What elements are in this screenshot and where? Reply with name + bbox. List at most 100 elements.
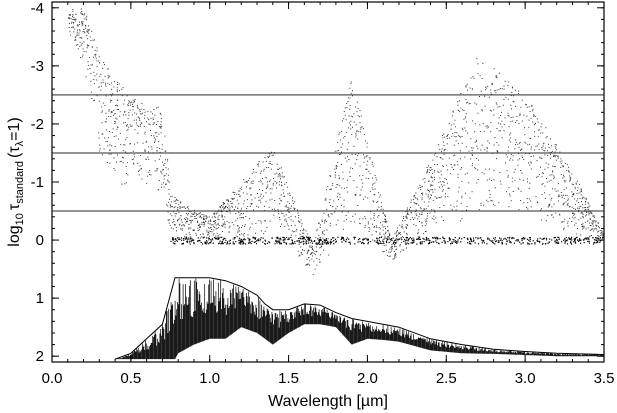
scatter-point — [109, 150, 111, 152]
scatter-point — [483, 240, 485, 242]
scatter-point — [520, 200, 522, 201]
scatter-point — [323, 222, 325, 224]
scatter-point — [581, 211, 583, 213]
scatter-point — [506, 240, 508, 242]
scatter-point — [107, 145, 109, 147]
scatter-point — [179, 238, 181, 240]
scatter-point — [191, 216, 193, 218]
scatter-point — [598, 226, 599, 228]
scatter-point — [288, 211, 290, 213]
scatter-point — [210, 226, 212, 228]
scatter-point — [218, 219, 220, 221]
scatter-point — [102, 67, 104, 69]
scatter-point — [601, 233, 603, 235]
scatter-point — [233, 194, 235, 195]
scatter-point — [567, 202, 569, 204]
scatter-point — [536, 176, 538, 178]
scatter-point — [199, 240, 201, 242]
scatter-point — [219, 234, 221, 236]
scatter-point — [453, 164, 455, 166]
scatter-point — [200, 241, 202, 243]
scatter-point — [89, 57, 91, 59]
scatter-point — [307, 233, 309, 235]
scatter-point — [376, 179, 378, 181]
scatter-point — [189, 234, 191, 236]
scatter-point — [146, 183, 148, 185]
scatter-point — [379, 241, 381, 243]
scatter-point — [394, 242, 396, 244]
scatter-point — [69, 14, 71, 16]
scatter-point — [578, 183, 580, 185]
scatter-point — [426, 217, 428, 219]
scatter-point — [356, 159, 358, 161]
scatter-point — [196, 214, 198, 215]
scatter-point — [237, 231, 239, 233]
scatter-point — [541, 172, 543, 174]
scatter-point — [577, 239, 579, 241]
scatter-point — [248, 242, 250, 244]
scatter-point — [350, 167, 352, 169]
scatter-point — [580, 217, 582, 219]
scatter-point — [249, 177, 251, 179]
scatter-point — [296, 240, 298, 242]
scatter-point — [336, 165, 338, 167]
scatter-point — [561, 196, 563, 198]
scatter-point — [198, 216, 200, 218]
scatter-point — [572, 213, 573, 214]
scatter-point — [167, 219, 169, 221]
scatter-point — [421, 211, 423, 213]
scatter-point — [218, 209, 220, 211]
scatter-point — [510, 157, 512, 159]
scatter-point — [326, 229, 328, 231]
scatter-point — [269, 160, 271, 162]
scatter-point — [544, 168, 546, 170]
scatter-point — [352, 126, 353, 128]
scatter-point — [193, 229, 195, 231]
scatter-point — [113, 157, 115, 159]
scatter-point — [372, 183, 374, 185]
scatter-point — [473, 240, 475, 242]
scatter-point — [448, 187, 450, 189]
scatter-point — [471, 154, 473, 156]
scatter-point — [158, 141, 160, 143]
scatter-point — [222, 223, 224, 225]
scatter-point — [147, 175, 149, 177]
scatter-point — [551, 150, 553, 152]
scatter-point — [318, 241, 320, 243]
scatter-point — [131, 101, 132, 103]
scatter-point — [218, 214, 220, 216]
scatter-point — [137, 132, 139, 134]
scatter-point — [339, 177, 341, 179]
scatter-point — [324, 220, 326, 222]
scatter-point — [279, 198, 281, 200]
scatter-point — [228, 231, 230, 233]
scatter-point — [169, 204, 171, 206]
scatter-point — [466, 209, 467, 211]
scatter-point — [267, 186, 269, 188]
scatter-point — [517, 143, 519, 145]
scatter-point — [528, 106, 530, 108]
scatter-point — [512, 87, 513, 89]
scatter-point — [385, 240, 387, 242]
scatter-point — [475, 237, 477, 239]
scatter-point — [337, 219, 339, 221]
scatter-point — [287, 238, 289, 241]
scatter-point — [134, 112, 136, 114]
scatter-point — [351, 153, 353, 155]
scatter-point — [129, 124, 131, 126]
scatter-point — [94, 55, 96, 57]
scatter-point — [134, 156, 136, 158]
scatter-point — [176, 230, 177, 232]
scatter-point — [418, 216, 420, 218]
scatter-point — [566, 243, 569, 245]
scatter-point — [431, 189, 433, 191]
scatter-point — [139, 125, 141, 127]
scatter-point — [199, 226, 201, 228]
scatter-point — [353, 180, 355, 182]
scatter-point — [391, 246, 392, 248]
scatter-point — [471, 153, 473, 155]
scatter-point — [477, 169, 479, 171]
scatter-point — [318, 244, 320, 245]
scatter-point — [177, 208, 179, 210]
